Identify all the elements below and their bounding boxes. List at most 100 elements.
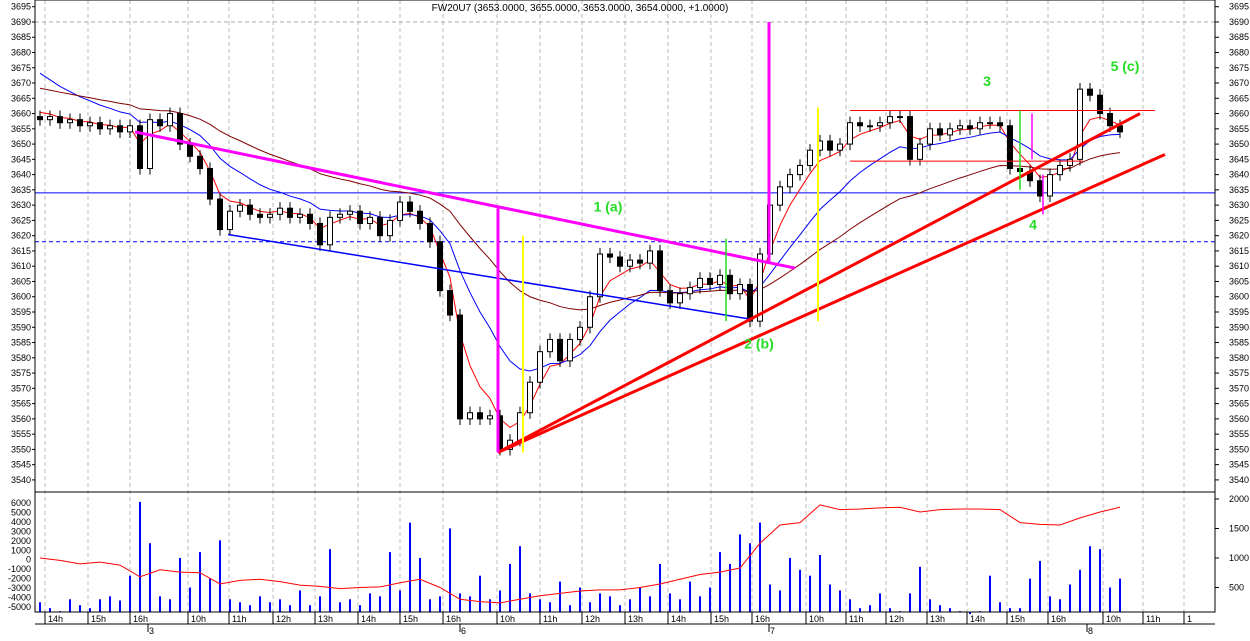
price-label-left: 3665 xyxy=(11,93,31,103)
price-label-right: 3615 xyxy=(1229,246,1249,256)
candle-up xyxy=(597,253,603,298)
price-label-left: 3640 xyxy=(11,170,31,180)
price-label-right: 3690 xyxy=(1229,17,1249,27)
candle-up xyxy=(527,381,533,414)
candle-up xyxy=(677,293,683,304)
price-label-right: 3640 xyxy=(1229,170,1249,180)
candle-down xyxy=(637,259,643,264)
candle-up xyxy=(467,412,473,420)
candle-down xyxy=(137,125,143,170)
candle-down xyxy=(247,204,253,215)
hour-tick-label: 13h xyxy=(930,614,945,624)
candle-down xyxy=(1097,94,1103,115)
price-label-left: 3670 xyxy=(11,78,31,88)
day-tick-label: 6 xyxy=(461,626,466,636)
volume-label-left: -1000 xyxy=(8,564,31,574)
candle-up xyxy=(917,143,923,160)
horizontal-lines xyxy=(35,21,1215,243)
price-label-right: 3570 xyxy=(1229,383,1249,393)
candle-down xyxy=(57,116,63,124)
candle-down xyxy=(307,213,313,224)
price-label-left: 3595 xyxy=(11,307,31,317)
volume-panel xyxy=(39,501,1121,615)
volume-label-left: 2000 xyxy=(11,536,31,546)
candle-up xyxy=(297,213,303,218)
trendline xyxy=(227,233,753,321)
price-label-left: 3635 xyxy=(11,185,31,195)
price-label-left: 3680 xyxy=(11,47,31,57)
hour-tick-label: 14h xyxy=(671,614,686,624)
candle-up xyxy=(127,125,133,133)
candle-up xyxy=(237,204,243,212)
price-label-left: 3625 xyxy=(11,215,31,225)
axes: 14h 15h 16h 10h 11h 12h 13h 14h 15h 16h 10h 11h 12h 1… xyxy=(8,0,1249,636)
candle-up xyxy=(1077,88,1083,160)
candle-up xyxy=(757,253,763,322)
price-label-right: 3555 xyxy=(1229,429,1249,439)
price-label-right: 3540 xyxy=(1229,475,1249,485)
candle-up xyxy=(687,287,693,295)
candle-down xyxy=(617,256,623,267)
hour-tick-label: 16h xyxy=(446,614,461,624)
candle-up xyxy=(547,338,553,353)
candle-up xyxy=(387,219,393,237)
hour-tick-label: 1 xyxy=(1187,614,1192,624)
candle-up xyxy=(327,216,333,246)
mid-moving-average xyxy=(39,72,1121,372)
slow-moving-average xyxy=(39,87,1121,311)
hour-tick-label: 12h xyxy=(276,614,291,624)
price-label-right: 3590 xyxy=(1229,322,1249,332)
hour-tick-label: 16h xyxy=(1051,614,1066,624)
hour-tick-label: 11h xyxy=(1146,614,1160,624)
candle-down xyxy=(427,222,433,243)
price-label-right: 3665 xyxy=(1229,93,1249,103)
candle-up xyxy=(1057,164,1063,176)
hour-tick-label: 10h xyxy=(191,614,206,624)
hour-tick-label: 10h xyxy=(809,614,824,624)
candle-down xyxy=(967,125,973,130)
candle-down xyxy=(257,213,263,218)
price-label-left: 3585 xyxy=(11,338,31,348)
price-label-right: 3675 xyxy=(1229,63,1249,73)
candle-up xyxy=(537,351,543,383)
hour-tick-label: 16h xyxy=(133,614,148,624)
volume-label-left: 3000 xyxy=(11,526,31,536)
candle-down xyxy=(997,122,1003,127)
candle-up xyxy=(517,412,523,441)
candle-up xyxy=(1067,158,1073,166)
candle-up xyxy=(987,122,993,125)
hour-tick-label: 11h xyxy=(232,614,246,624)
price-label-left: 3615 xyxy=(11,246,31,256)
hour-tick-label: 11h xyxy=(543,614,557,624)
candle-up xyxy=(717,274,723,286)
candle-up xyxy=(337,213,343,218)
candle-down xyxy=(857,122,863,127)
wave-label: 5 (c) xyxy=(1111,58,1140,74)
hour-tick-label: 12h xyxy=(889,614,904,624)
hour-tick-label: 13h xyxy=(318,614,333,624)
candle-up xyxy=(737,284,743,295)
price-label-right: 3600 xyxy=(1229,292,1249,302)
volume-label-right: 2000 xyxy=(1229,494,1249,504)
candle-down xyxy=(317,222,323,246)
price-label-right: 3630 xyxy=(1229,200,1249,210)
candle-down xyxy=(937,128,943,136)
candle-down xyxy=(197,155,203,170)
hour-tick-label: 15h xyxy=(403,614,418,624)
hour-tick-label: 14h xyxy=(48,614,63,624)
candle-down xyxy=(357,210,363,224)
wave-label: 4 xyxy=(1029,217,1037,233)
candle-down xyxy=(417,210,423,224)
price-label-right: 3585 xyxy=(1229,338,1249,348)
candle-down xyxy=(707,277,713,286)
candle-down xyxy=(177,113,183,145)
price-label-left: 3655 xyxy=(11,124,31,134)
candle-down xyxy=(207,168,213,200)
candle-up xyxy=(567,338,573,362)
candle-up xyxy=(87,122,93,127)
price-label-right: 3650 xyxy=(1229,139,1249,149)
price-label-right: 3565 xyxy=(1229,399,1249,409)
hour-tick-label: 12h xyxy=(585,614,600,624)
price-label-right: 3560 xyxy=(1229,414,1249,424)
